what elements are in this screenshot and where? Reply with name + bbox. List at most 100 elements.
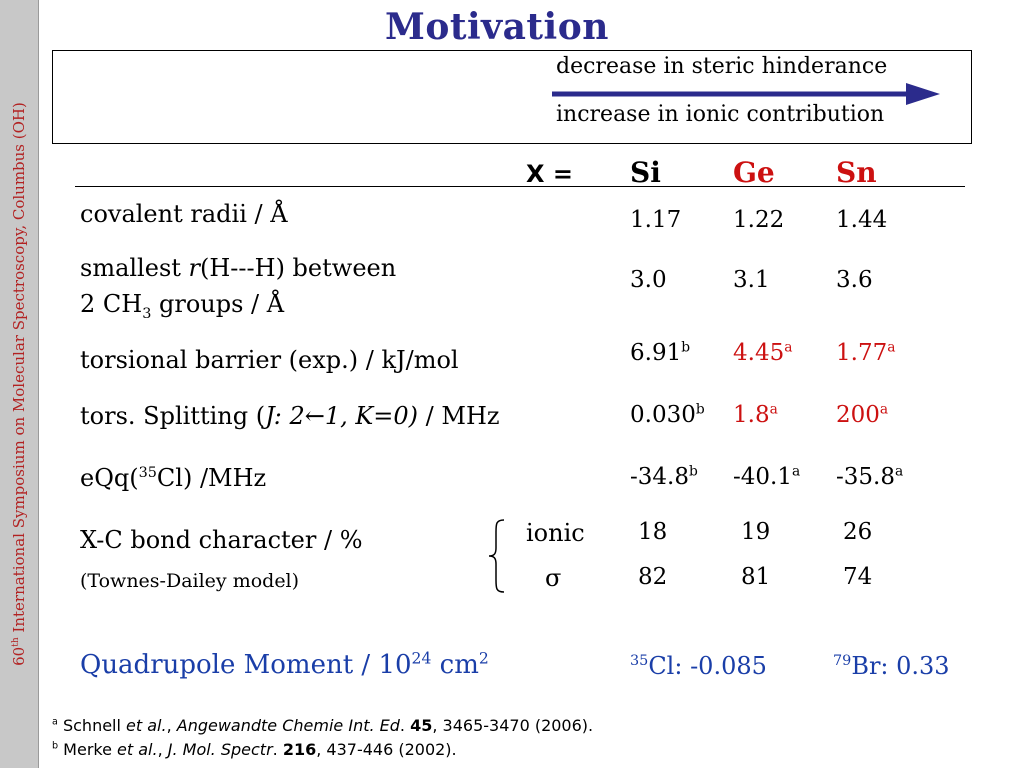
trend-line-steric: decrease in steric hinderance <box>556 54 888 79</box>
footnote-a-dot: . <box>399 716 411 735</box>
footnote-b-vol: 216 <box>282 740 317 759</box>
row-eqq-si: -34.8b <box>630 464 698 490</box>
quadrupole-label-post: cm <box>431 650 479 680</box>
row-bond-sublabel: (Townes-Dailey model) <box>80 570 300 592</box>
conference-label-rest: International Symposium on Molecular Spe… <box>10 102 28 638</box>
quadrupole-br-sup: 79 <box>833 653 852 669</box>
row-smallest-label2-post: groups / Å <box>151 290 285 318</box>
conference-label-sup: th <box>11 637 21 647</box>
trend-arrow-icon <box>552 83 940 105</box>
quadrupole-label-exp2: 2 <box>478 649 489 668</box>
bond-ionic-label: ionic <box>526 519 585 547</box>
row-smallest-label-pre: smallest <box>80 254 189 282</box>
bond-sigma-sn: 74 <box>843 564 873 590</box>
row-covalent-si: 1.17 <box>630 207 682 233</box>
row-torsional-sn: 1.77a <box>836 340 895 366</box>
row-torsional-si-value: 6.91 <box>630 340 682 366</box>
row-covalent-sn: 1.44 <box>836 207 888 233</box>
quadrupole-cl-sup: 35 <box>630 653 649 669</box>
row-smallest-label: smallest r(H---H) between <box>80 254 396 282</box>
bond-brace-icon <box>488 519 505 593</box>
footnote-a-etal: et al. <box>126 716 167 735</box>
footnote-b-dot: . <box>272 740 283 759</box>
footnote-b-mark: b <box>52 740 59 752</box>
footnote-b-sep: , <box>157 740 168 759</box>
row-smallest-sn: 3.6 <box>836 267 873 293</box>
footnote-a-sep: , <box>166 716 177 735</box>
trend-line-ionic: increase in ionic contribution <box>556 102 885 127</box>
row-eqq-sn-value: -35.8 <box>836 464 895 490</box>
quadrupole-label-exp: 24 <box>411 649 432 668</box>
row-splitting-sn-sup: a <box>879 401 889 418</box>
row-splitting-sn: 200a <box>836 402 888 428</box>
bond-sigma-si: 82 <box>638 564 668 590</box>
bond-sigma-label: σ <box>545 564 562 592</box>
conference-label: 60th International Symposium on Molecula… <box>9 14 29 754</box>
quadrupole-cl-text: Cl: -0.085 <box>648 652 767 680</box>
row-torsional-sn-value: 1.77 <box>836 340 888 366</box>
footnote-a-rest: , 3465-3470 (2006). <box>432 716 594 735</box>
row-torsional-si-sup: b <box>681 339 691 356</box>
row-splitting-label-it: J: 2←1, K=0) <box>265 402 419 430</box>
row-eqq-sn: -35.8a <box>836 464 903 490</box>
bond-ionic-ge: 19 <box>741 519 771 545</box>
row-covalent-ge: 1.22 <box>733 207 785 233</box>
row-smallest-si: 3.0 <box>630 267 667 293</box>
row-eqq-ge: -40.1a <box>733 464 800 490</box>
row-smallest-label2: 2 CH3 groups / Å <box>80 290 284 322</box>
footnote-b-journal: J. Mol. Spectr <box>167 740 273 759</box>
row-torsional-ge-sup: a <box>784 339 793 356</box>
row-eqq-label-post: Cl) /MHz <box>156 464 267 492</box>
row-eqq-label: eQq(35Cl) /MHz <box>80 464 266 492</box>
footnote-a: a Schnell et al., Angewandte Chemie Int.… <box>52 716 593 735</box>
row-bond-label: X-C bond character / % <box>80 526 363 554</box>
row-splitting-label-post: / MHz <box>418 402 500 430</box>
row-eqq-label-pre: eQq( <box>80 464 139 492</box>
row-covalent-label: covalent radii / Å <box>80 200 288 228</box>
row-splitting-ge-value: 1.8 <box>733 402 770 428</box>
quadrupole-br-text: Br: 0.33 <box>851 652 950 680</box>
header-si: Si <box>630 156 661 189</box>
row-eqq-ge-sup: a <box>791 463 801 480</box>
conference-sidebar: 60th International Symposium on Molecula… <box>0 0 39 768</box>
row-eqq-label-sup: 35 <box>138 465 157 481</box>
footnote-a-journal: Angewandte Chemie Int. Ed <box>176 716 400 735</box>
header-ge: Ge <box>733 156 775 189</box>
bond-ionic-sn: 26 <box>843 519 873 545</box>
row-splitting-ge-sup: a <box>769 401 778 418</box>
quadrupole-label: Quadrupole Moment / 1024 cm2 <box>80 650 489 680</box>
row-eqq-si-value: -34.8 <box>630 464 689 490</box>
header-rule <box>75 186 965 187</box>
row-splitting-ge: 1.8a <box>733 402 778 428</box>
row-smallest-label2-sub: 3 <box>142 305 152 322</box>
slide-title: Motivation <box>385 6 609 48</box>
row-torsional-ge-value: 4.45 <box>733 340 785 366</box>
row-eqq-sn-sup: a <box>894 463 904 480</box>
row-torsional-sn-sup: a <box>887 339 896 356</box>
footnote-a-vol: 45 <box>410 716 433 735</box>
quadrupole-label-pre: Quadrupole Moment / 10 <box>80 650 412 680</box>
row-smallest-ge: 3.1 <box>733 267 770 293</box>
header-x-label: X = <box>526 160 573 188</box>
row-splitting-label: tors. Splitting (J: 2←1, K=0) / MHz <box>80 402 500 430</box>
quadrupole-br: 79Br: 0.33 <box>833 652 950 680</box>
trend-box <box>52 50 972 144</box>
row-splitting-sn-value: 200 <box>836 402 880 428</box>
footnote-b-pre: Merke <box>58 740 118 759</box>
footnote-a-pre: Schnell <box>57 716 127 735</box>
row-smallest-label2-pre: 2 CH <box>80 290 143 318</box>
quadrupole-cl: 35Cl: -0.085 <box>630 652 767 680</box>
footnote-b: b Merke et al., J. Mol. Spectr. 216, 437… <box>52 740 457 759</box>
footnote-a-mark: a <box>52 716 58 728</box>
row-torsional-label: torsional barrier (exp.) / kJ/mol <box>80 346 459 374</box>
row-splitting-label-pre: tors. Splitting ( <box>80 402 266 430</box>
footnote-b-etal: et al. <box>117 740 158 759</box>
bond-sigma-ge: 81 <box>741 564 771 590</box>
row-splitting-si-sup: b <box>695 401 705 418</box>
row-eqq-ge-value: -40.1 <box>733 464 792 490</box>
header-sn: Sn <box>836 156 877 189</box>
row-splitting-si: 0.030b <box>630 402 705 428</box>
conference-label-number: 60 <box>10 646 28 666</box>
row-torsional-ge: 4.45a <box>733 340 792 366</box>
bond-ionic-si: 18 <box>638 519 668 545</box>
